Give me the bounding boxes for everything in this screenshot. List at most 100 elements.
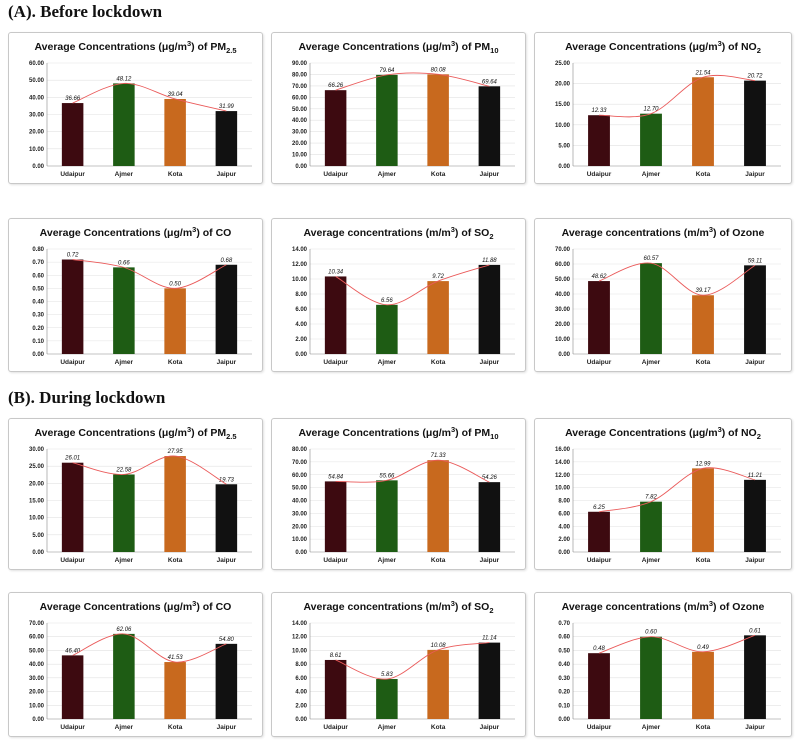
data-label: 79.64 [379,68,395,74]
trend-line [72,633,227,663]
chart-panel-before-pm25: Average Concentrations (μg/m3) of PM2.5 0… [8,32,263,184]
chart-svg: Average Concentrations (μg/m3) of PM10 0.… [292,39,515,178]
y-tick-label: 25.00 [29,464,45,470]
chart-svg: Average Concentrations (μg/m3) of NO2 0.0… [555,39,781,178]
bar-jaipur [478,86,501,166]
y-tick-label: 12.00 [292,262,308,268]
y-tick-label: 0.00 [295,550,307,556]
data-label: 80.08 [431,67,447,73]
chart-panel-during-pm10: Average Concentrations (μg/m3) of PM10 0.… [271,418,526,570]
bar-kota [692,651,714,719]
y-tick-label: 50.00 [292,486,308,492]
bar-ajmer [113,633,135,719]
y-tick-label: 14.00 [292,621,308,627]
bar-jaipur [744,635,766,719]
category-label: Udaipur [60,724,85,731]
category-label: Udaipur [587,171,612,178]
y-tick-label: 30.00 [29,113,45,119]
category-label: Udaipur [60,359,85,366]
data-label: 27.95 [167,449,184,455]
category-label: Kota [168,359,183,366]
y-tick-label: 10.00 [555,486,571,492]
bar-ajmer [640,263,662,354]
trend-line [598,74,756,118]
y-tick-label: 0.00 [32,550,44,556]
data-label: 6.56 [381,298,393,304]
data-label: 11.21 [748,473,763,479]
chart-svg: Average Concentrations (μg/m3) of CO 0.00… [29,599,252,731]
data-label: 41.53 [168,655,184,661]
chart-title: Average Concentrations (μg/m3) of NO2 [565,425,761,441]
bar-udaipur [61,103,84,166]
data-label: 66.26 [328,83,344,89]
y-tick-label: 10.00 [29,703,45,709]
y-tick-label: 6.00 [295,676,307,682]
category-label: Ajmer [378,171,397,178]
bar-udaipur [588,653,610,719]
y-tick-label: 50.00 [29,78,45,84]
y-tick-label: 20.00 [29,130,45,136]
y-tick-label: 10.00 [292,153,308,159]
y-tick-label: 40.00 [292,118,308,124]
y-tick-label: 4.00 [295,690,307,696]
y-tick-label: 0.20 [32,326,44,332]
category-label: Ajmer [378,724,397,731]
chart-panel-before-so2: Average concentrations (m/m3) of SO2 0.00… [271,218,526,372]
trend-line [72,455,227,485]
bar-kota [164,456,186,552]
category-label: Kota [431,557,446,564]
y-tick-label: 90.00 [292,61,308,67]
chart-title: Average concentrations (m/m3) of Ozone [562,599,765,613]
category-label: Ajmer [115,359,134,366]
bar-kota [692,295,714,354]
y-tick-label: 5.00 [32,533,44,539]
trend-line [335,642,490,680]
data-label: 54.26 [482,475,498,481]
chart-panel-during-so2: Average concentrations (m/m3) of SO2 0.00… [271,592,526,737]
category-label: Ajmer [642,557,661,564]
y-tick-label: 4.00 [295,322,307,328]
chart-panel-before-co: Average Concentrations (μg/m3) of CO 0.00… [8,218,263,372]
y-tick-label: 0.60 [32,273,44,279]
bar-udaipur [324,276,347,354]
data-label: 5.83 [381,672,393,678]
category-label: Ajmer [115,724,134,731]
y-tick-label: 70.00 [292,84,308,90]
y-tick-label: 0.70 [558,621,570,627]
y-tick-label: 0.00 [32,352,44,358]
chart-title: Average Concentrations (μg/m3) of PM10 [299,39,499,55]
bar-udaipur [61,462,84,552]
y-tick-label: 30.00 [292,511,308,517]
y-tick-label: 0.10 [558,703,570,709]
bar-udaipur [588,511,610,552]
data-label: 0.61 [749,628,761,634]
data-label: 12.70 [643,107,659,113]
y-tick-label: 14.00 [555,460,571,466]
y-tick-label: 0.20 [558,690,570,696]
category-label: Udaipur [323,724,348,731]
y-tick-label: 2.00 [295,703,307,709]
category-label: Udaipur [60,171,85,178]
data-label: 46.40 [65,648,81,654]
category-label: Jaipur [217,171,237,178]
chart-svg: Average concentrations (m/m3) of Ozone 0.… [558,599,781,731]
data-label: 12.33 [591,108,607,114]
bar-kota [692,468,714,552]
y-tick-label: 60.00 [555,262,571,268]
category-label: Kota [696,724,711,731]
bar-kota [692,77,714,166]
bar-ajmer [376,74,398,166]
bar-kota [427,74,449,166]
chart-svg: Average concentrations (m/m3) of SO2 0.00… [292,599,515,731]
bar-udaipur [324,659,347,719]
chart-panel-before-pm10: Average Concentrations (μg/m3) of PM10 0.… [271,32,526,184]
data-label: 9.72 [432,274,444,280]
chart-title: Average Concentrations (μg/m3) of NO2 [565,39,761,55]
data-label: 21.54 [694,70,711,76]
y-tick-label: 50.00 [29,648,45,654]
category-label: Ajmer [642,171,661,178]
data-label: 31.99 [219,104,235,110]
category-label: Jaipur [745,359,765,366]
chart-title: Average concentrations (m/m3) of Ozone [562,225,765,239]
y-tick-label: 10.00 [555,337,571,343]
